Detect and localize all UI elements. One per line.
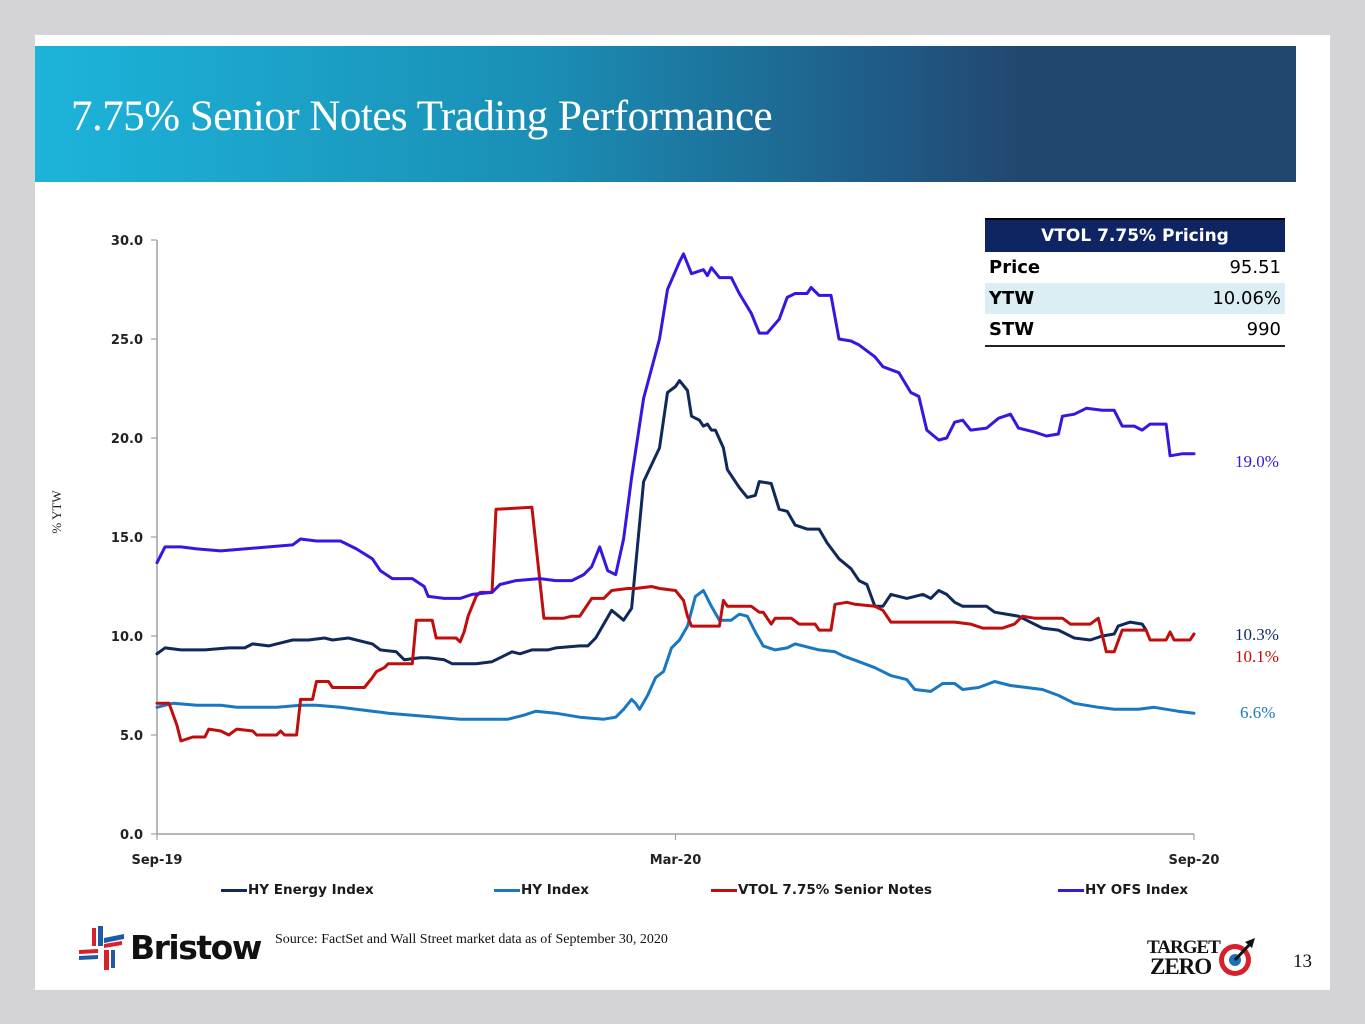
series-end-label: 6.6%: [1240, 703, 1275, 722]
pricing-row-stw: STW 990: [985, 314, 1285, 347]
pricing-label: YTW: [989, 288, 1035, 309]
x-tick-label: Sep-20: [1169, 853, 1220, 868]
legend-label: HY OFS Index: [1085, 882, 1189, 898]
y-axis-title: % YTW: [49, 490, 64, 534]
pricing-row-price: Price 95.51: [985, 252, 1285, 283]
series-line-hy-index: [155, 589, 1196, 721]
legend-label: VTOL 7.75% Senior Notes: [738, 882, 932, 898]
x-tick-label: Sep-19: [132, 853, 183, 868]
bristow-logo: Bristow: [76, 924, 262, 974]
bristow-windmill-icon: [79, 926, 124, 970]
pricing-row-ytw: YTW 10.06%: [985, 283, 1285, 314]
legend-swatch: [221, 888, 247, 892]
slide: 7.75% Senior Notes Trading Performance: [35, 35, 1330, 990]
pricing-value: 990: [1246, 319, 1281, 340]
pricing-table: VTOL 7.75% Pricing Price 95.51 YTW 10.06…: [985, 218, 1285, 347]
target-icon: [1219, 938, 1255, 976]
series-end-label: 10.1%: [1235, 647, 1279, 666]
pricing-table-title: VTOL 7.75% Pricing: [985, 218, 1285, 252]
pricing-value: 95.51: [1229, 257, 1281, 278]
y-tick-label: 25.0: [111, 333, 143, 348]
target-zero-line1: TARGET: [1147, 937, 1221, 958]
legend-item-hy-energy: HY Energy Index: [221, 882, 374, 898]
series-end-label: 10.3%: [1235, 625, 1279, 644]
series-line-vtol-7-75-senior-notes: [155, 505, 1196, 743]
y-tick-label: 0.0: [120, 828, 143, 843]
legend-label: HY Energy Index: [248, 882, 374, 898]
y-tick-label: 20.0: [111, 432, 143, 447]
page-number: 13: [1293, 951, 1312, 972]
pricing-label: Price: [989, 257, 1041, 278]
target-zero-line2: ZERO: [1150, 954, 1212, 979]
target-zero-logo: TARGET ZERO: [1145, 934, 1257, 978]
y-tick-label: 5.0: [120, 729, 143, 744]
series-line-hy-energy-index: [155, 379, 1148, 666]
series-end-label: 19.0%: [1235, 452, 1279, 471]
y-tick-label: 10.0: [111, 630, 143, 645]
chart-legend: HY Energy Index HY Index VTOL 7.75% Seni…: [0, 882, 1365, 904]
legend-item-vtol: VTOL 7.75% Senior Notes: [711, 882, 932, 898]
pricing-label: STW: [989, 319, 1035, 340]
legend-item-hy-index: HY Index: [494, 882, 589, 898]
pricing-value: 10.06%: [1212, 288, 1281, 309]
source-note: Source: FactSet and Wall Street market d…: [275, 932, 668, 947]
title-banner: 7.75% Senior Notes Trading Performance: [35, 46, 1296, 182]
y-tick-label: 15.0: [111, 531, 143, 546]
legend-label: HY Index: [521, 882, 589, 898]
x-tick-label: Mar-20: [650, 853, 702, 868]
y-tick-label: 30.0: [111, 234, 143, 249]
bristow-wordmark: Bristow: [130, 928, 262, 967]
page-title: 7.75% Senior Notes Trading Performance: [71, 93, 773, 140]
series-line-hy-ofs-index: [155, 252, 1196, 600]
legend-swatch: [711, 888, 737, 892]
legend-swatch: [1058, 888, 1084, 892]
legend-swatch: [494, 888, 520, 892]
legend-item-hy-ofs: HY OFS Index: [1058, 882, 1188, 898]
